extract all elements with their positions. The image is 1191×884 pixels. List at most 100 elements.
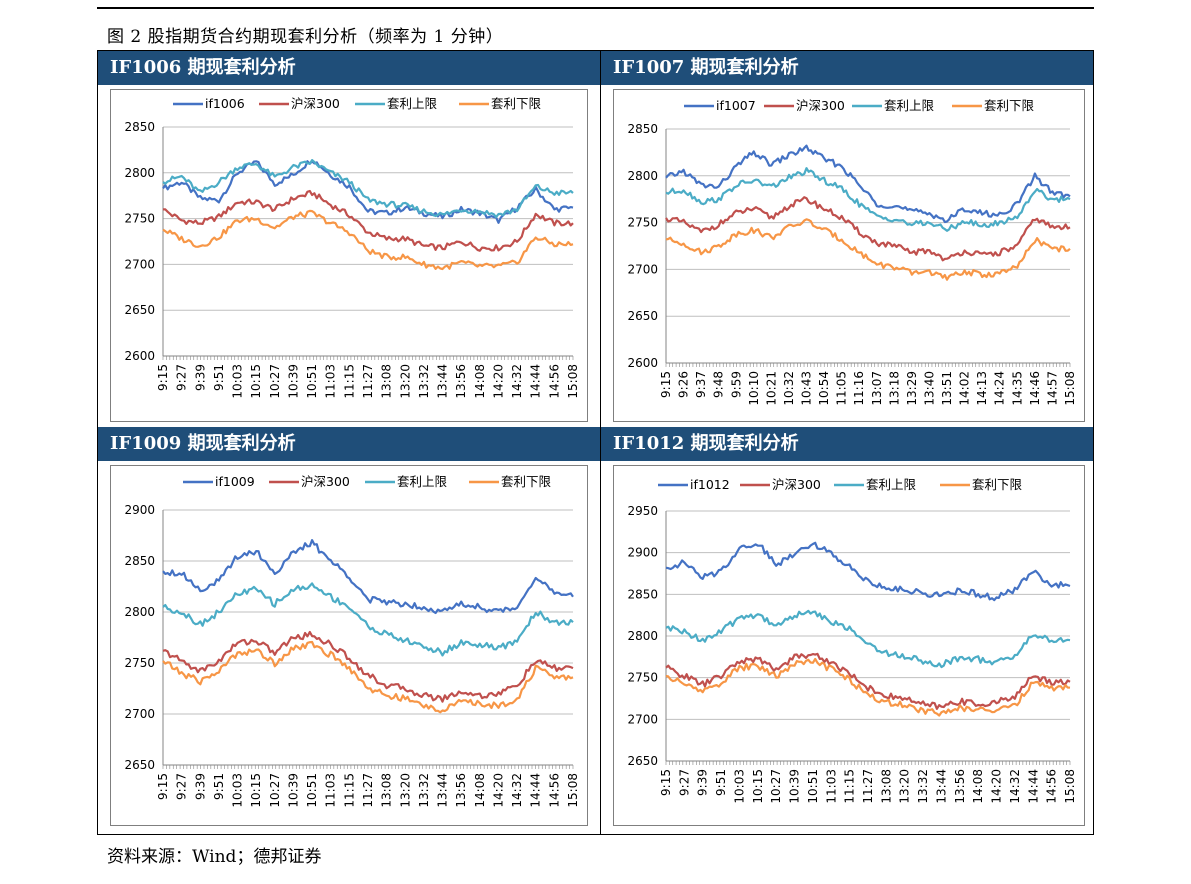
legend-label: 套利下限: [501, 474, 552, 489]
x-tick-label: 9:27: [175, 364, 189, 391]
y-tick-label: 2750: [124, 656, 155, 670]
lower-bound-line: [665, 657, 1071, 717]
x-tick-label: 10:21: [764, 371, 778, 406]
x-tick-label: 11:27: [861, 769, 875, 804]
x-tick-label: 15:08: [566, 364, 580, 399]
panel-header-if1012: IF1012 期现套利分析: [601, 427, 1093, 461]
y-tick-label: 2850: [124, 120, 155, 134]
x-tick-label: 14:20: [491, 773, 505, 808]
x-tick-label: 15:08: [1063, 769, 1077, 804]
lower-bound-line: [162, 640, 574, 714]
x-tick-label: 14:56: [1045, 769, 1059, 804]
x-tick-label: 14:08: [971, 769, 985, 804]
y-tick-label: 2750: [627, 216, 658, 230]
legend-label: if1009: [215, 474, 255, 489]
y-tick-label: 2900: [627, 546, 658, 560]
y-tick-label: 2750: [627, 671, 658, 685]
hs300-line: [665, 196, 1071, 262]
y-tick-label: 2650: [627, 309, 658, 323]
x-tick-label: 15:08: [1063, 371, 1077, 406]
x-tick-label: 10:51: [305, 364, 319, 399]
x-tick-label: 10:39: [788, 769, 802, 804]
x-tick-label: 13:32: [417, 773, 431, 808]
x-tick-label: 13:51: [940, 371, 954, 406]
x-tick-label: 13:56: [454, 773, 468, 808]
legend-label: if1012: [690, 477, 730, 492]
x-tick-label: 9:59: [729, 371, 743, 398]
x-tick-label: 14:44: [1026, 769, 1040, 804]
legend-label: 套利上限: [397, 474, 448, 489]
y-tick-label: 2800: [627, 629, 658, 643]
upper-bound-line: [665, 609, 1071, 669]
legend-label: 沪深300: [772, 477, 821, 492]
legend-label: if1006: [205, 96, 245, 111]
chart-if1012: 2650 2700 2750 2800 2850 2900 2950 9:15 9:27 9:39…: [613, 465, 1085, 826]
x-tick-label: 11:03: [824, 769, 838, 804]
chart-svg-if1006: 2600 2650 2700 2750 2800 2850 9:15 9:27 9:39 9:51…: [124, 96, 580, 399]
y-tick-label: 2850: [627, 587, 658, 601]
x-tick-label: 10:03: [231, 773, 245, 808]
x-tick-label: 9:48: [712, 371, 726, 398]
x-tick-label: 14:32: [510, 773, 524, 808]
futures-line: [162, 539, 574, 615]
y-tick-label: 2650: [627, 754, 658, 768]
x-tick-label: 14:32: [1008, 769, 1022, 804]
top-rule: [97, 7, 1094, 9]
upper-bound-line: [162, 159, 574, 219]
x-tick-label: 10:54: [817, 371, 831, 406]
x-tick-label: 10:15: [249, 364, 263, 399]
legend-label: 套利下限: [491, 96, 542, 111]
chart-if1007: 2600 2650 2700 2750 2800 2850 9:15 9:26 9:37 9:48…: [613, 89, 1085, 422]
x-tick-label: 14:56: [547, 364, 561, 399]
panel-header-if1007: IF1007 期现套利分析: [601, 51, 1093, 85]
x-tick-label: 9:39: [193, 364, 207, 391]
x-tick-label: 11:03: [324, 364, 338, 399]
x-tick-label: 13:44: [934, 769, 948, 804]
lower-bound-line: [665, 218, 1071, 281]
x-tick-label: 11:27: [361, 773, 375, 808]
x-tick-label: 10:51: [806, 769, 820, 804]
legend-label: 套利上限: [866, 477, 917, 492]
x-tick-label: 13:08: [380, 773, 394, 808]
x-tick-label: 13:08: [380, 364, 394, 399]
x-tick-label: 14:44: [529, 364, 543, 399]
x-tick-label: 10:10: [747, 371, 761, 406]
x-tick-label: 9:51: [212, 364, 226, 391]
figure-caption: 图 2 股指期货合约期现套利分析（频率为 1 分钟）: [107, 27, 504, 47]
x-tick-label: 13:18: [887, 371, 901, 406]
legend-label: 沪深300: [796, 98, 845, 113]
upper-bound-line: [162, 582, 574, 657]
x-tick-label: 15:08: [566, 773, 580, 808]
y-tick-label: 2850: [124, 554, 155, 568]
x-tick-label: 9:15: [156, 364, 170, 391]
panel-header-if1006: IF1006 期现套利分析: [98, 51, 600, 85]
x-tick-label: 9:51: [714, 769, 728, 796]
chart-svg-if1007: 2600 2650 2700 2750 2800 2850 9:15 9:26 9:37 9:48…: [627, 98, 1077, 406]
x-tick-label: 11:27: [361, 364, 375, 399]
x-tick-label: 14:44: [529, 773, 543, 808]
hs300-line: [162, 630, 574, 703]
x-tick-label: 9:39: [193, 773, 207, 800]
x-tick-label: 10:39: [286, 773, 300, 808]
lower-bound-line: [162, 209, 574, 271]
x-tick-label: 13:20: [398, 364, 412, 399]
x-tick-label: 10:15: [249, 773, 263, 808]
x-tick-label: 11:15: [342, 364, 356, 399]
x-tick-label: 13:40: [922, 371, 936, 406]
x-tick-label: 14:24: [993, 371, 1007, 406]
x-tick-label: 10:03: [732, 769, 746, 804]
chart-if1006: 2600 2650 2700 2750 2800 2850 9:15 9:27 9:39 9:51…: [110, 89, 588, 422]
x-tick-label: 11:15: [342, 773, 356, 808]
futures-line: [665, 144, 1071, 224]
y-tick-label: 2600: [627, 356, 658, 370]
x-tick-label: 14:20: [491, 364, 505, 399]
x-tick-label: 14:46: [1028, 371, 1042, 406]
x-tick-label: 11:05: [835, 371, 849, 406]
x-tick-label: 9:15: [156, 773, 170, 800]
x-tick-label: 13:32: [916, 769, 930, 804]
legend-label: 套利上限: [387, 96, 438, 111]
legend-label: 套利下限: [984, 98, 1035, 113]
x-tick-label: 10:15: [751, 769, 765, 804]
x-tick-label: 10:39: [286, 364, 300, 399]
chart-svg-if1012: 2650 2700 2750 2800 2850 2900 2950 9:15 9:27 9:39…: [627, 477, 1077, 804]
